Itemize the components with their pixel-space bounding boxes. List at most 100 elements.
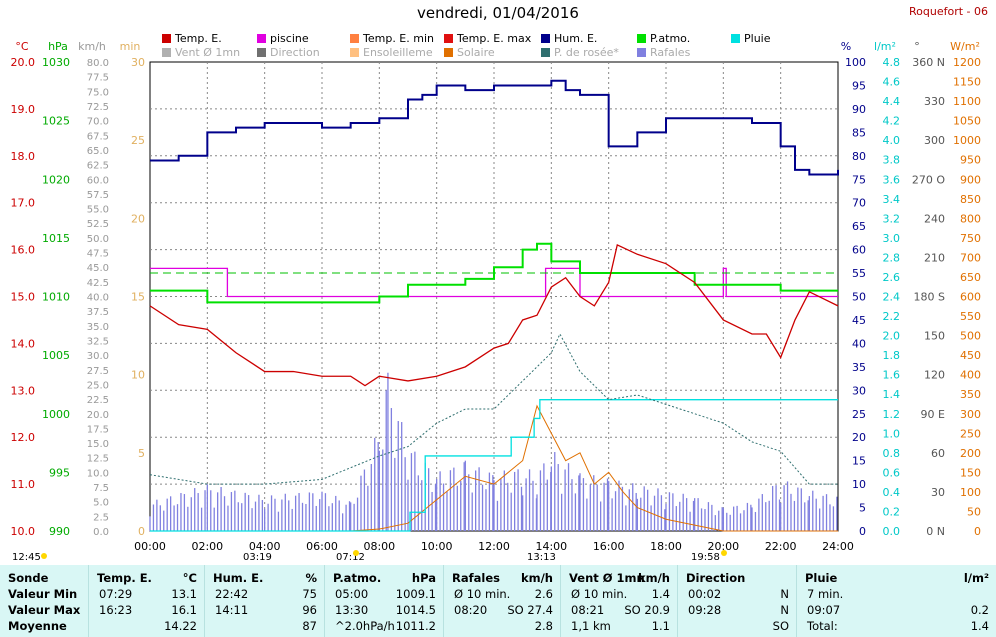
hum-tick-label: 0 [859, 525, 866, 538]
stats-col-unit: hPa [411, 571, 436, 585]
rain-tick-label: 4.6 [883, 76, 901, 89]
stats-cell-left: 7 min. [807, 587, 844, 601]
stats-col-unit: km/h [637, 571, 670, 585]
stats-cell-value: N [780, 603, 789, 617]
pres-tick-label: 1015 [42, 232, 70, 245]
time-tick-label: 22:00 [765, 540, 797, 553]
dir-tick-label: 360 N [912, 56, 945, 69]
dir-tick-label: 120 [924, 369, 945, 382]
wind-tick-label: 42.5 [87, 278, 109, 289]
legend-swatch [541, 34, 550, 43]
legend-swatch [444, 34, 453, 43]
legend-label: Hum. E. [554, 32, 598, 45]
rain-tick-label: 1.2 [883, 408, 901, 421]
legend-label: Pluie [744, 32, 771, 45]
station-name[interactable]: Roquefort - 06 [909, 5, 988, 18]
legend-swatch [637, 48, 646, 57]
rain-tick-label: 2.2 [883, 310, 901, 323]
solar-tick-label: 750 [960, 232, 981, 245]
legend-item-vent: Vent Ø 1mn [162, 46, 240, 59]
dir-tick-label: 90 E [921, 408, 945, 421]
legend-label: Vent Ø 1mn [175, 46, 241, 59]
rain-tick-label: 2.6 [883, 271, 901, 284]
temp-series [149, 243, 839, 387]
time-tick-label: 00:00 [134, 540, 166, 553]
stats-row-label: Valeur Max [8, 603, 81, 617]
pres-tick-label: 1010 [42, 291, 70, 304]
temp-tick-label: 20.0 [11, 56, 36, 69]
hum-axis-unit: % [841, 40, 851, 53]
wind-tick-label: 50.0 [87, 234, 109, 245]
legend-swatch [541, 48, 550, 57]
hum-tick-label: 15 [852, 455, 866, 468]
legend-label: Ensoleilleme [363, 46, 433, 59]
hum-tick-label: 40 [852, 337, 866, 350]
sunrise-icon [353, 550, 359, 556]
temp-tick-label: 12.0 [11, 431, 36, 444]
dir-tick-label: 30 [931, 486, 945, 499]
stats-col-4: Rafales km/h Ø 10 min. 2.6 08:20 SO 27.4 2.8 [443, 565, 561, 637]
solar-tick-label: 1050 [953, 115, 981, 128]
stats-cell-left: 00:02 [688, 587, 722, 601]
time-tick-label: 20:00 [707, 540, 739, 553]
solar-tick-label: 950 [960, 154, 981, 167]
solar-tick-label: 550 [960, 310, 981, 323]
sunset-icon [721, 550, 727, 556]
stats-col-head: Vent Ø 1mn [569, 571, 645, 585]
rain-tick-label: 1.6 [883, 369, 901, 382]
temp-tick-label: 19.0 [11, 103, 36, 116]
stats-cell-left: 16:23 [99, 603, 133, 617]
sun-tick-label: 0 [138, 525, 145, 538]
solar-tick-label: 350 [960, 388, 981, 401]
sun-tick-label: 15 [131, 291, 145, 304]
solar-tick-label: 250 [960, 427, 981, 440]
solar-axis-unit: W/m² [950, 40, 980, 53]
hum-tick-label: 90 [852, 103, 866, 116]
hum-tick-label: 10 [852, 478, 866, 491]
patmo-series [150, 242, 838, 304]
stats-col-head: Sonde [8, 571, 49, 585]
hum-tick-label: 60 [852, 244, 866, 257]
stats-cell-value: 96 [302, 603, 317, 617]
moon-icon [41, 553, 47, 559]
rosee-series [149, 332, 838, 485]
wind-tick-label: 62.5 [87, 161, 109, 172]
time-tick-label: 14:00 [535, 540, 567, 553]
legend-item-tmin: Temp. E. min [350, 32, 434, 45]
time-tick-label: 24:00 [822, 540, 854, 553]
stats-cell-value: N [780, 587, 789, 601]
rain-tick-label: 2.4 [883, 291, 901, 304]
solaire-series [350, 404, 838, 532]
hum-tick-label: 50 [852, 291, 866, 304]
solar-tick-label: 450 [960, 349, 981, 362]
rain-tick-label: 0.6 [883, 466, 901, 479]
wind-axis-unit: km/h [78, 40, 106, 53]
legend-item-patmo: P.atmo. [637, 32, 690, 45]
wind-tick-label: 65.0 [87, 146, 109, 157]
stats-col-head: P.atmo. [333, 571, 382, 585]
wind-tick-label: 52.5 [87, 219, 109, 230]
hum-tick-label: 5 [859, 502, 866, 515]
rain-tick-label: 4.0 [883, 134, 901, 147]
dir-tick-label: 60 [931, 447, 945, 460]
rain-tick-label: 0.2 [883, 505, 901, 518]
legend-item-dir: Direction [257, 46, 320, 59]
pres-axis-unit: hPa [48, 40, 68, 53]
stats-cell-left: 09:28 [688, 603, 722, 617]
stats-col-3: P.atmo. hPa 05:00 1009.1 13:30 1014.5 ^2.0hPa/… [324, 565, 444, 637]
time-tick-label: 10:00 [421, 540, 453, 553]
solar-tick-label: 150 [960, 466, 981, 479]
stats-cell-left: Ø 10 min. [571, 587, 628, 601]
wind-tick-label: 27.5 [87, 366, 109, 377]
stats-cell-value: 2.8 [534, 619, 553, 633]
wind-tick-label: 57.5 [87, 190, 109, 201]
rain-tick-label: 0.4 [883, 486, 901, 499]
stats-cell-value: 14.22 [164, 619, 197, 633]
stats-row-label: Valeur Min [8, 587, 78, 601]
solar-tick-label: 1150 [953, 76, 981, 89]
stats-cell-value: 1.4 [651, 587, 670, 601]
legend-label: Temp. E. [175, 32, 222, 45]
hum-tick-label: 100 [845, 56, 866, 69]
rain-tick-label: 3.0 [883, 232, 901, 245]
solar-tick-label: 0 [974, 525, 981, 538]
